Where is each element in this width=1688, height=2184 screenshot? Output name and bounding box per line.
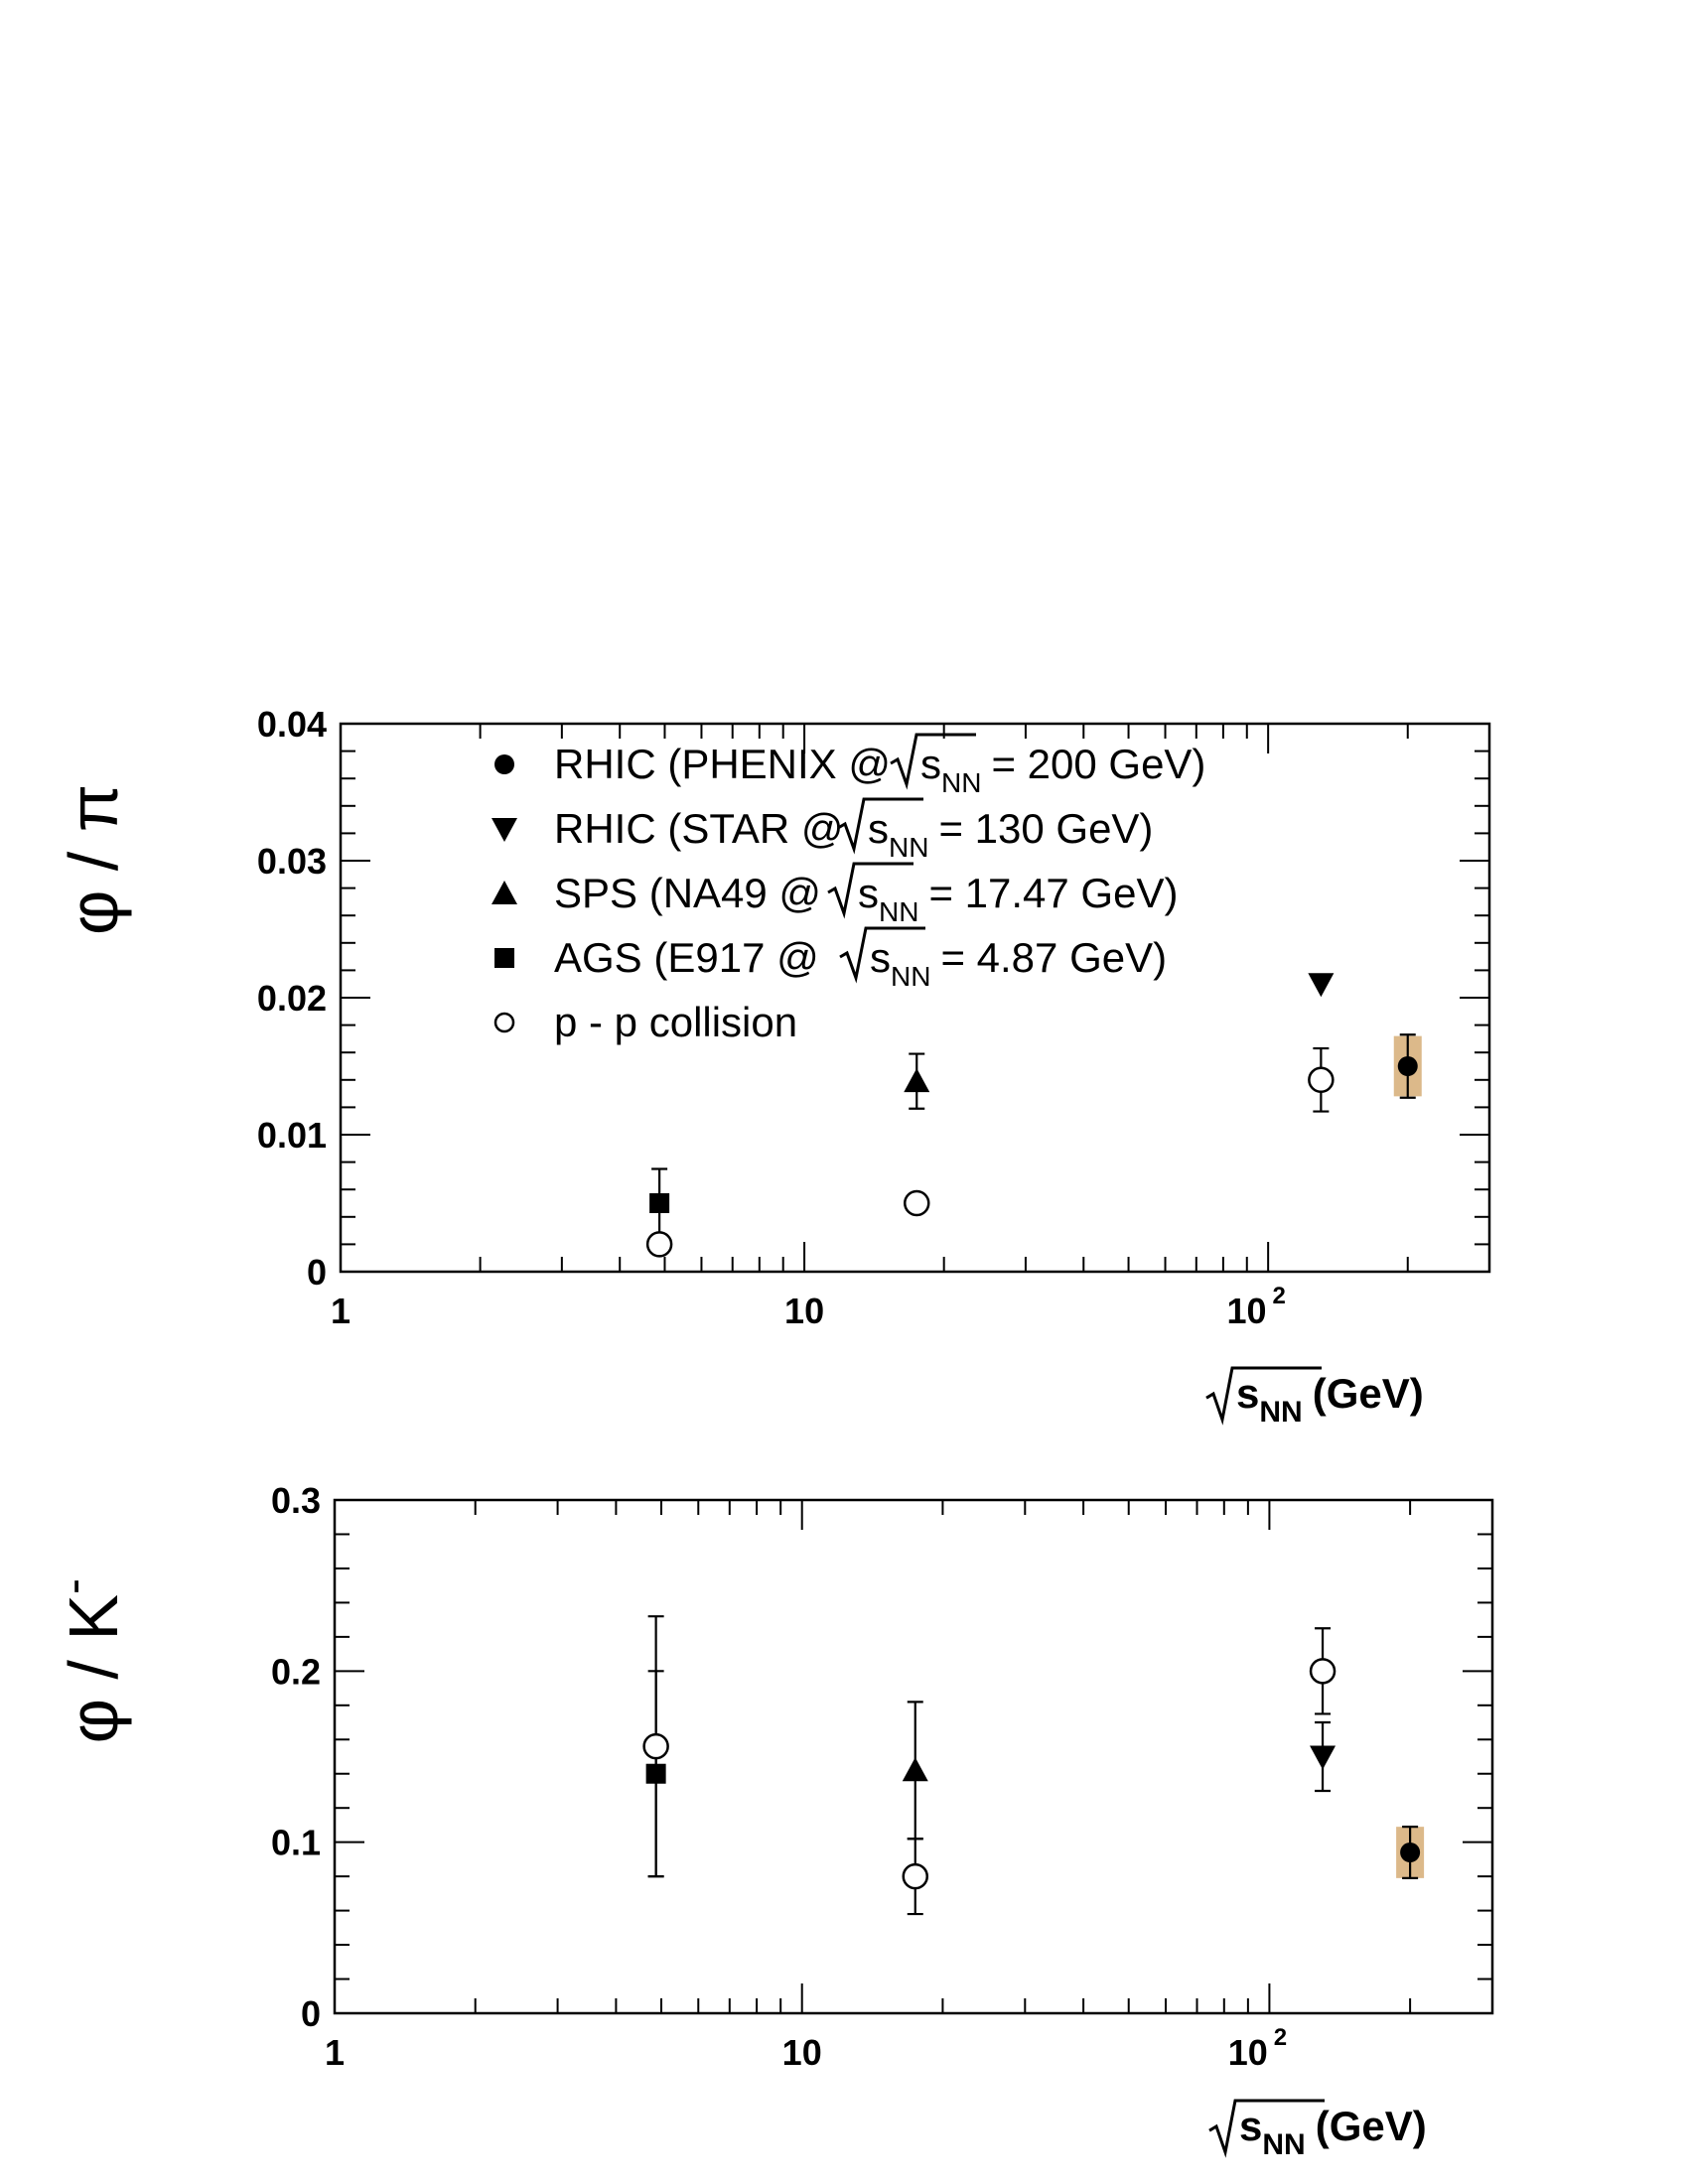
y-axis-label-main: φ / K bbox=[55, 1594, 132, 1743]
x-axis-subscript: NN bbox=[1259, 1396, 1302, 1429]
data-point-circle-filled bbox=[1397, 1056, 1418, 1076]
y-axis-label-superscript: - bbox=[48, 1578, 100, 1594]
x-tick-label: 10 bbox=[784, 1291, 824, 1331]
data-point-triangle-up bbox=[902, 1757, 928, 1782]
data-point-triangle-down bbox=[1310, 1745, 1336, 1770]
data-point-square bbox=[649, 1193, 670, 1213]
x-axis-label: sNN (GeV) bbox=[1205, 1366, 1424, 1429]
legend-entry: AGS (E917 @ sNN = 4.87 GeV) bbox=[494, 926, 1167, 992]
legend-sqrt-symbol bbox=[837, 797, 923, 855]
data-point-triangle-up bbox=[904, 1068, 930, 1093]
legend-label: SPS (NA49 @ sNN = 17.47 GeV) bbox=[554, 870, 1178, 927]
legend-label-prefix: AGS (E917 @ bbox=[554, 934, 819, 981]
legend-marker bbox=[492, 881, 517, 904]
x-tick-label: 10 bbox=[782, 2032, 822, 2073]
legend-label-prefix: p - p collision bbox=[554, 999, 797, 1045]
x-axis-radicand: s bbox=[1236, 1370, 1259, 1417]
x-tick-exponent: 2 bbox=[1272, 1283, 1285, 1309]
legend-marker bbox=[493, 1012, 515, 1033]
legend-suffix: = 17.47 GeV) bbox=[928, 870, 1178, 916]
legend-subscript: NN bbox=[941, 767, 981, 798]
legend-radicand: s bbox=[920, 741, 941, 787]
legend-sqrt-symbol bbox=[890, 733, 976, 790]
legend-subscript: NN bbox=[891, 961, 930, 992]
x-tick-exponent: 2 bbox=[1274, 2024, 1287, 2051]
y-tick-label: 0.2 bbox=[271, 1651, 321, 1692]
legend-label: p - p collision bbox=[554, 999, 797, 1045]
data-point-circle-open bbox=[642, 1732, 669, 1760]
x-axis-label: sNN (GeV) bbox=[1208, 2099, 1427, 2161]
data-point-circle-open bbox=[902, 1862, 929, 1890]
x-axis-unit: (GeV) bbox=[1316, 2103, 1427, 2149]
legend: RHIC (PHENIX @ sNN = 200 GeV)RHIC (STAR @ s… bbox=[492, 733, 1205, 1045]
x-axis-label-text: sNN (GeV) bbox=[1239, 2103, 1427, 2161]
legend-subscript: NN bbox=[879, 896, 918, 927]
y-tick-label: 0 bbox=[307, 1252, 327, 1293]
y-tick-label: 0.01 bbox=[257, 1115, 327, 1156]
legend-entry: RHIC (PHENIX @ sNN = 200 GeV) bbox=[494, 733, 1205, 798]
y-axis-label-main: φ / π bbox=[55, 784, 132, 935]
data-point-circle-open bbox=[645, 1231, 673, 1258]
legend-label-prefix: RHIC (STAR @ bbox=[554, 805, 844, 852]
legend-suffix: = 130 GeV) bbox=[938, 805, 1153, 852]
y-tick-label: 0 bbox=[301, 1993, 321, 2034]
legend-label-prefix: SPS (NA49 @ bbox=[554, 870, 821, 916]
data-point-triangle-down bbox=[1308, 973, 1335, 998]
legend-entry: RHIC (STAR @ sNN = 130 GeV) bbox=[492, 797, 1153, 863]
x-axis-unit: (GeV) bbox=[1313, 1370, 1424, 1417]
legend-radicand: s bbox=[868, 805, 889, 852]
legend-radicand: s bbox=[858, 870, 879, 916]
legend-marker bbox=[494, 948, 514, 968]
y-tick-label: 0.3 bbox=[271, 1480, 321, 1521]
legend-marker bbox=[492, 818, 517, 842]
legend-entry: SPS (NA49 @ sNN = 17.47 GeV) bbox=[492, 862, 1178, 927]
y-axis-label: φ / π bbox=[55, 784, 132, 935]
y-axis-label: φ / K- bbox=[48, 1578, 132, 1743]
x-axis-subscript: NN bbox=[1262, 2128, 1305, 2161]
legend-marker bbox=[494, 754, 514, 774]
y-tick-label: 0.02 bbox=[257, 978, 327, 1019]
legend-suffix: = 4.87 GeV) bbox=[940, 934, 1167, 981]
x-tick-label: 1 bbox=[325, 2032, 345, 2073]
legend-sqrt-symbol bbox=[839, 926, 925, 984]
legend-label: RHIC (STAR @ sNN = 130 GeV) bbox=[554, 805, 1153, 863]
y-tick-label: 0.04 bbox=[257, 704, 327, 745]
sqrt-symbol bbox=[1205, 1366, 1322, 1426]
x-axis-label-text: sNN (GeV) bbox=[1236, 1370, 1424, 1429]
x-axis-radicand: s bbox=[1239, 2103, 1262, 2149]
data-point-circle-open bbox=[1308, 1066, 1335, 1094]
legend-radicand: s bbox=[870, 934, 891, 981]
y-tick-label: 0.1 bbox=[271, 1823, 321, 1863]
data-point-circle-filled bbox=[1400, 1843, 1421, 1863]
legend-label: AGS (E917 @ sNN = 4.87 GeV) bbox=[554, 934, 1167, 992]
legend-suffix: = 200 GeV) bbox=[991, 741, 1205, 787]
legend-entry: p - p collision bbox=[493, 999, 797, 1045]
legend-subscript: NN bbox=[889, 832, 928, 863]
plot-frame bbox=[333, 1498, 1494, 2015]
x-tick-label: 1 bbox=[331, 1291, 351, 1331]
legend-sqrt-symbol bbox=[827, 862, 914, 919]
legend-label-prefix: RHIC (PHENIX @ bbox=[554, 741, 891, 787]
y-tick-label: 0.03 bbox=[257, 841, 327, 882]
sqrt-symbol bbox=[1208, 2099, 1325, 2158]
data-point-circle-open bbox=[903, 1189, 930, 1217]
legend-label: RHIC (PHENIX @ sNN = 200 GeV) bbox=[554, 741, 1205, 798]
data-point-circle-open bbox=[1309, 1658, 1336, 1685]
